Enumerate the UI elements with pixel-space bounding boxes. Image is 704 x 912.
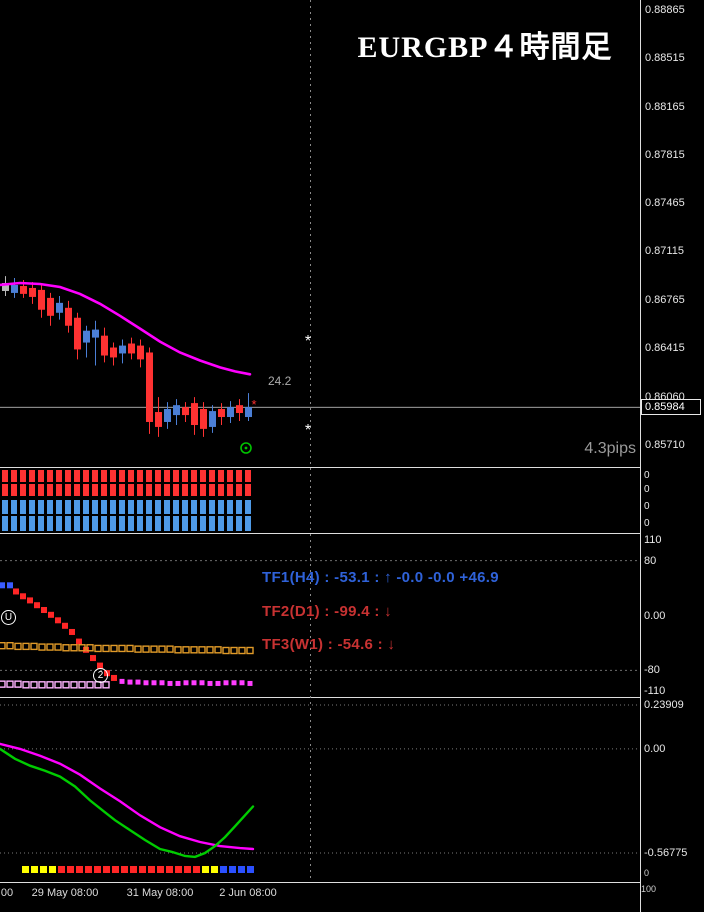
chart-title: EURGBP４時間足 <box>357 31 613 64</box>
tf1-red-dots <box>13 588 117 681</box>
green-main-line <box>0 747 255 859</box>
tf3-orange-squares <box>0 642 254 655</box>
ma-line <box>0 281 252 376</box>
markers-layer: * * * <box>240 333 311 454</box>
panel-separators <box>0 0 641 912</box>
entry-signal-circle-icon <box>240 442 252 454</box>
pips-distance-label: 4.3pips <box>584 440 636 457</box>
magenta-signal-line <box>0 742 255 851</box>
signal-squares-row <box>22 866 254 873</box>
tf2-hollow-squares <box>0 680 110 689</box>
asterisk-marker: * <box>305 333 311 350</box>
distance-label: 24.2 <box>268 374 292 388</box>
current-price-value: 0.85984 <box>645 401 685 414</box>
early-blue-dots <box>0 582 13 589</box>
current-price-tag: 0.85984 <box>641 399 701 416</box>
entry-signal-dot <box>244 446 248 450</box>
oscillator1-layer <box>0 560 640 689</box>
ribbon-layer <box>2 470 251 531</box>
candles-layer <box>2 276 252 437</box>
fractal-marker: * <box>251 397 256 412</box>
oscillator2-layer <box>0 704 640 859</box>
asterisk-marker: * <box>305 422 311 439</box>
tf2-magenta-dots <box>119 678 253 686</box>
